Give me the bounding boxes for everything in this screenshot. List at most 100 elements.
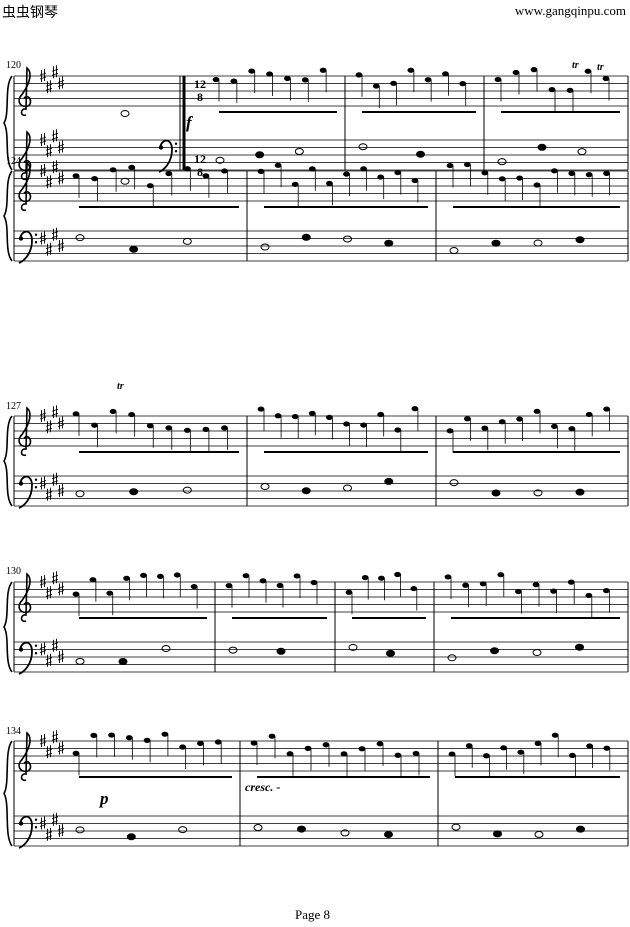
note-head	[516, 416, 523, 422]
note-head	[498, 419, 506, 425]
note-head	[260, 243, 270, 251]
note-head	[533, 239, 543, 247]
sharp-icon	[39, 69, 47, 82]
note-head	[129, 488, 139, 496]
treble-clef	[18, 130, 32, 181]
note-head	[491, 239, 501, 247]
note-head	[286, 751, 294, 757]
note-head	[493, 830, 502, 838]
treble-clef	[18, 161, 32, 212]
note-head	[534, 740, 542, 747]
sharp-icon	[39, 575, 47, 588]
note-head	[257, 406, 265, 412]
bass-clef-dot	[34, 644, 38, 647]
note-head	[294, 147, 304, 155]
brace-icon	[3, 75, 13, 171]
note-head	[215, 156, 225, 164]
note-head	[532, 582, 540, 588]
note-head	[449, 246, 459, 254]
note-head	[343, 421, 350, 427]
note-head	[586, 743, 593, 749]
note-head	[532, 648, 542, 656]
sharp-icon	[51, 129, 59, 143]
bass-clef-dot	[174, 142, 178, 145]
note-head	[585, 172, 593, 178]
note-head	[343, 235, 352, 243]
page-number: Page 8	[295, 907, 331, 922]
note-head	[575, 236, 585, 244]
note-head	[268, 733, 276, 739]
treble-clef	[18, 572, 32, 623]
sharp-icon	[51, 472, 59, 486]
note-head	[143, 737, 151, 743]
note-head	[603, 745, 611, 751]
sharp-icon	[51, 571, 59, 585]
note-head	[146, 423, 154, 429]
note-head	[551, 423, 558, 429]
note-head	[89, 577, 97, 583]
note-head	[326, 180, 333, 186]
sharp-icon	[57, 239, 65, 252]
note-head	[533, 182, 541, 188]
note-head	[72, 411, 80, 417]
note-head	[459, 81, 467, 87]
note-head	[568, 170, 576, 176]
note-head	[106, 590, 114, 596]
note-head	[464, 416, 471, 422]
note-head	[291, 181, 299, 187]
note-head	[343, 484, 352, 492]
note-head	[384, 239, 394, 247]
note-head	[533, 408, 541, 414]
note-head	[75, 657, 85, 665]
note-head	[108, 732, 115, 738]
note-head	[183, 166, 191, 172]
note-head	[301, 487, 311, 495]
bass-clef-dot	[34, 478, 38, 481]
note-head	[512, 69, 520, 76]
note-head	[575, 643, 584, 651]
note-head	[212, 76, 220, 83]
sharp-icon	[57, 140, 65, 154]
note-head	[481, 170, 489, 176]
note-head	[274, 413, 282, 419]
note-head	[462, 582, 469, 588]
note-head	[182, 486, 192, 494]
note-head	[179, 744, 187, 750]
note-head	[129, 245, 139, 253]
note-head	[72, 173, 80, 179]
note-head	[390, 80, 397, 86]
note-head	[451, 823, 461, 831]
note-head	[340, 751, 348, 757]
sharp-icon	[57, 582, 65, 596]
note-head	[257, 168, 265, 174]
sharp-icon	[57, 171, 65, 185]
sharp-icon	[39, 642, 47, 656]
sharp-icon	[51, 65, 59, 79]
sharp-icon	[51, 812, 59, 826]
bass-clef-dot	[18, 236, 24, 241]
bass-clef-dot	[34, 241, 38, 244]
note-head	[394, 571, 401, 578]
note-head	[72, 591, 80, 597]
measure-number: 127	[6, 401, 21, 412]
site-url: www.gangqinpu.com	[514, 3, 626, 18]
bass-clef	[158, 139, 173, 173]
note-head	[497, 158, 507, 166]
note-head	[424, 77, 432, 83]
trill-mark: tr	[117, 381, 124, 392]
half-note	[120, 110, 130, 117]
sharp-icon	[45, 653, 53, 667]
note-head	[410, 585, 418, 592]
note-head	[394, 169, 402, 176]
bass-clef-dot	[34, 486, 38, 489]
note-head	[301, 233, 311, 241]
treble-clef	[18, 66, 32, 117]
note-head	[603, 588, 610, 594]
note-head	[91, 422, 98, 428]
note-head	[202, 173, 210, 179]
site-name: 虫虫钢琴	[2, 6, 58, 21]
sharp-icon	[57, 76, 65, 90]
note-head	[360, 422, 367, 428]
sharp-icon	[57, 416, 65, 430]
